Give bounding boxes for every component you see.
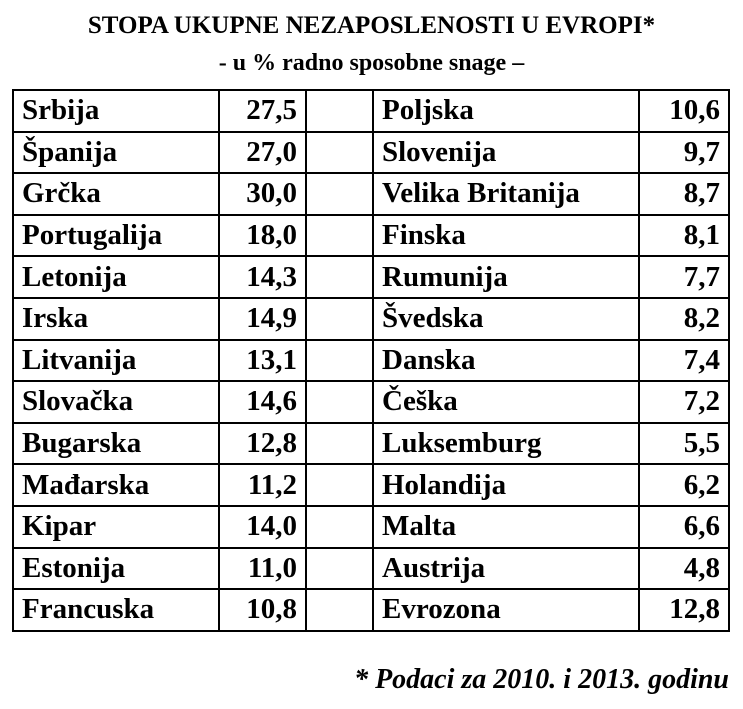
rate: 14,9 [218,296,307,341]
table-row: Francuska 10,8 Evrozona 12,8 [12,588,730,632]
country: Mađarska [12,463,220,507]
spacer-cell [305,172,374,216]
rate: 8,7 [638,172,730,216]
country: Austrija [372,546,640,591]
rate: 27,0 [218,130,307,175]
rate: 9,7 [638,130,730,175]
country: Grčka [12,172,220,216]
country: Rumunija [372,255,640,299]
country: Poljska [372,89,640,133]
rate: 8,1 [638,213,730,258]
spacer-cell [305,213,374,258]
table-row: Bugarska 12,8 Luksemburg 5,5 [12,421,730,466]
unemployment-table: Srbija 27,5 Poljska 10,6 Španija 27,0 Slovenij… [12,89,730,632]
country: Srbija [12,89,220,133]
rate: 6,6 [638,504,730,549]
country: Luksemburg [372,421,640,466]
spacer-cell [305,504,374,549]
spacer-cell [305,296,374,341]
country: Portugalija [12,213,220,258]
table-row: Kipar 14,0 Malta 6,6 [12,504,730,549]
rate: 8,2 [638,296,730,341]
table-row: Mađarska 11,2 Holandija 6,2 [12,463,730,507]
rate: 18,0 [218,213,307,258]
country: Francuska [12,588,220,632]
table-body: Srbija 27,5 Poljska 10,6 Španija 27,0 Slovenij… [12,89,730,632]
table-row: Portugalija 18,0 Finska 8,1 [12,213,730,258]
table-row: Litvanija 13,1 Danska 7,4 [12,338,730,383]
country: Bugarska [12,421,220,466]
rate: 5,5 [638,421,730,466]
rate: 4,8 [638,546,730,591]
spacer-cell [305,380,374,424]
table-row: Grčka 30,0 Velika Britanija 8,7 [12,172,730,216]
rate: 14,6 [218,380,307,424]
country: Finska [372,213,640,258]
spacer-cell [305,130,374,175]
country: Češka [372,380,640,424]
rate: 7,7 [638,255,730,299]
spacer-cell [305,546,374,591]
country: Velika Britanija [372,172,640,216]
country: Litvanija [12,338,220,383]
country: Kipar [12,504,220,549]
rate: 7,2 [638,380,730,424]
spacer-cell [305,338,374,383]
rate: 11,0 [218,546,307,591]
rate: 11,2 [218,463,307,507]
rate: 13,1 [218,338,307,383]
country: Estonija [12,546,220,591]
table-row: Srbija 27,5 Poljska 10,6 [12,89,730,133]
spacer-cell [305,588,374,632]
table-row: Estonija 11,0 Austrija 4,8 [12,546,730,591]
spacer-cell [305,255,374,299]
subtitle: - u % radno sposobne snage – [218,50,525,76]
table-row: Španija 27,0 Slovenija 9,7 [12,130,730,175]
country: Malta [372,504,640,549]
country: Evrozona [372,588,640,632]
title: STOPA UKUPNE NEZAPOSLENOSTI U EVROPI* [87,12,656,39]
rate: 10,8 [218,588,307,632]
country: Slovačka [12,380,220,424]
rate: 14,3 [218,255,307,299]
rate: 12,8 [638,588,730,632]
rate: 30,0 [218,172,307,216]
country: Holandija [372,463,640,507]
rate: 14,0 [218,504,307,549]
rate: 27,5 [218,89,307,133]
table-row: Slovačka 14,6 Češka 7,2 [12,380,730,424]
country: Švedska [372,296,640,341]
country: Letonija [12,255,220,299]
spacer-cell [305,421,374,466]
footnote: * Podaci za 2010. i 2013. godinu [354,664,729,695]
spacer-cell [305,463,374,507]
rate: 10,6 [638,89,730,133]
country: Irska [12,296,220,341]
rate: 12,8 [218,421,307,466]
spacer-cell [305,89,374,133]
table-row: Letonija 14,3 Rumunija 7,7 [12,255,730,299]
table-row: Irska 14,9 Švedska 8,2 [12,296,730,341]
rate: 6,2 [638,463,730,507]
country: Danska [372,338,640,383]
rate: 7,4 [638,338,730,383]
country: Slovenija [372,130,640,175]
country: Španija [12,130,220,175]
